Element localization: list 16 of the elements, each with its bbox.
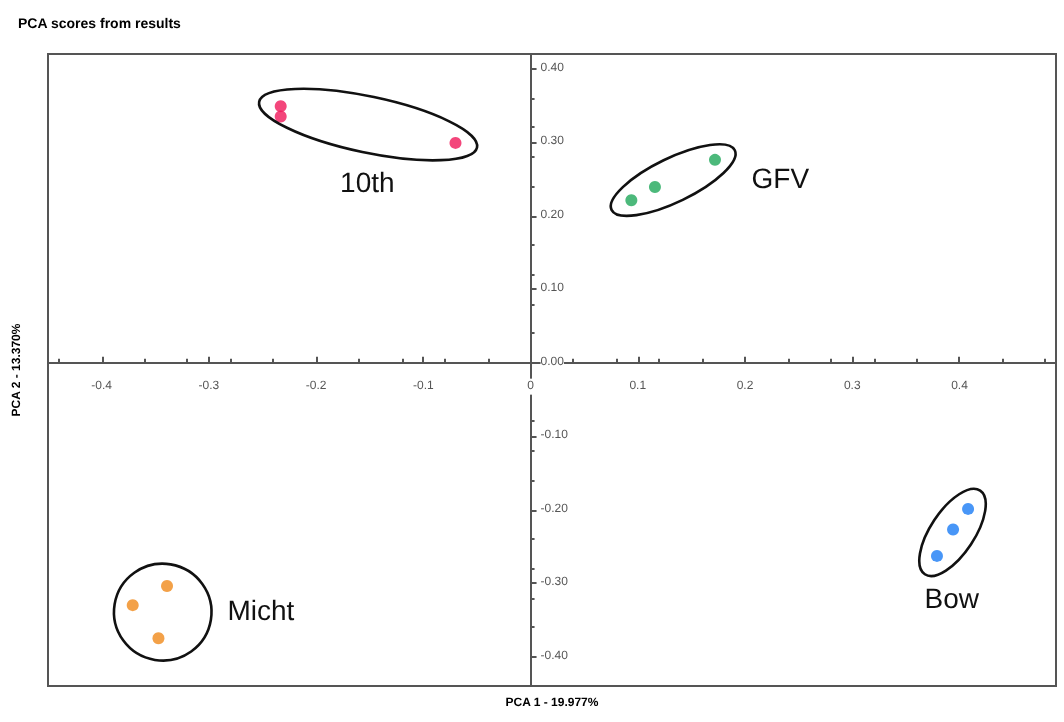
point bbox=[152, 632, 165, 645]
series-label: GFV bbox=[751, 162, 811, 195]
series-label: Bow bbox=[924, 582, 981, 614]
point bbox=[930, 549, 943, 562]
point bbox=[648, 181, 661, 194]
point bbox=[274, 110, 287, 123]
point bbox=[947, 523, 960, 536]
point bbox=[126, 599, 139, 612]
point bbox=[962, 502, 975, 515]
point bbox=[449, 136, 462, 149]
series-label: Micht bbox=[227, 594, 295, 627]
point bbox=[274, 100, 287, 113]
point bbox=[625, 194, 638, 207]
point bbox=[161, 580, 174, 593]
point bbox=[709, 153, 721, 166]
text: 10th bbox=[340, 166, 395, 199]
